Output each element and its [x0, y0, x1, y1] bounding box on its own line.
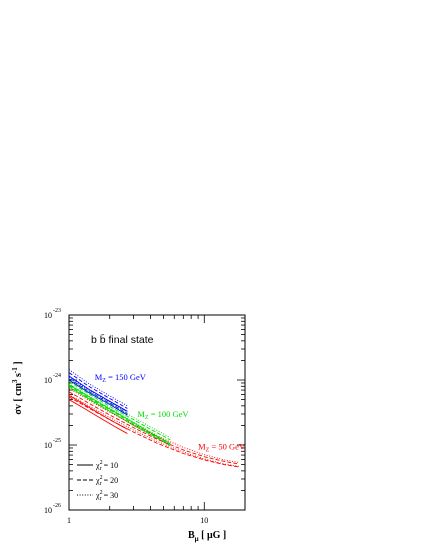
y-tick-exponent: -23 [53, 308, 61, 314]
curve-mz100-chi20 [68, 381, 171, 441]
y-tick-label: 10 [44, 506, 52, 515]
curve-mz150-chi30 [68, 369, 128, 407]
curve-mz50-chi30 [68, 394, 239, 467]
annotation-mz150: MZ = 150 GeV [95, 372, 147, 384]
y-tick-exponent: -24 [53, 373, 61, 379]
y-tick-label: 10 [44, 441, 52, 450]
curve-mz50-chi20 [68, 396, 239, 468]
x-tick-label: 10 [200, 516, 208, 525]
annotation-mz50: MZ = 50 GeV [198, 441, 246, 453]
curve-mz50-chi30 [68, 388, 239, 463]
legend-label-chi30: χ2 r = 30 [95, 490, 118, 502]
curve-mz100-chi20 [68, 385, 171, 445]
curve-mz150-chi10 [68, 375, 128, 412]
curve-mz100-chi10 [68, 386, 171, 446]
annotation-mz100: MZ = 100 GeV [137, 409, 189, 421]
y-axis-title: σv [ cm3 s-1 ] [11, 361, 24, 414]
annotations: MZ = 150 GeV MZ = 100 GeV MZ = 50 GeV [95, 372, 246, 453]
y-tick-exponent: -25 [53, 438, 61, 444]
legend-label-chi20: χ2 r = 20 [95, 475, 118, 487]
y-tick-exponent: -26 [53, 503, 61, 509]
x-ticks: 1 10 [67, 315, 246, 525]
curve-mz150-chi20 [68, 372, 128, 409]
curve-mz50-chi10 [68, 399, 128, 434]
curve-mz150-chi30 [68, 376, 128, 413]
curves [68, 369, 239, 468]
y-tick-label: 10 [44, 376, 52, 385]
curve-mz100-chi30 [68, 378, 171, 438]
x-axis-title: Bμ [ μG ] [188, 530, 226, 543]
curve-mz150-chi10 [68, 379, 128, 416]
curve-mz50-chi20 [68, 391, 239, 465]
y-tick-label: 10 [44, 311, 52, 320]
legend-label-chi10: χ2 r = 10 [95, 460, 118, 472]
x-tick-label: 1 [67, 516, 71, 525]
plot-frame [68, 314, 246, 511]
legend: χ2 r = 10 χ2 r = 20 χ2 r = 30 [77, 460, 118, 502]
chart-title: b b̄ final state [91, 333, 154, 346]
